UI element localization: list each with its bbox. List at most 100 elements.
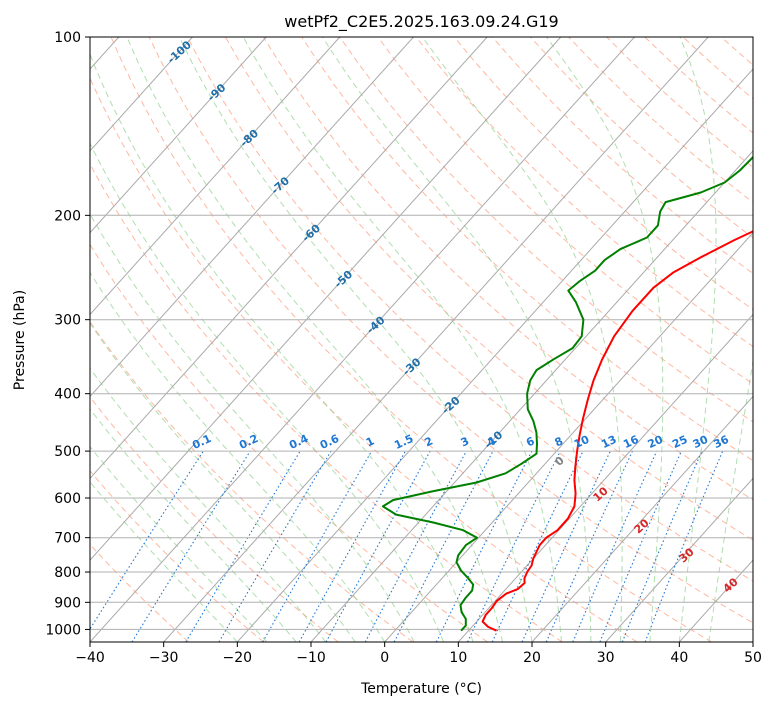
mixing-ratio-label: 0.2 <box>237 432 260 452</box>
mixing-ratio-label: 1.5 <box>392 432 415 452</box>
mixing-ratio-label: 10 <box>572 433 592 451</box>
mixing-ratio-label: 16 <box>621 433 641 451</box>
mixing-ratio-label: 20 <box>646 433 666 451</box>
mixing-ratio-line <box>491 450 584 642</box>
dry-adiabat <box>682 37 753 100</box>
mixing-ratio-line <box>262 450 373 642</box>
isotherm-line <box>90 37 562 561</box>
y-tick-label: 800 <box>54 565 81 581</box>
moist-adiabat <box>126 37 503 642</box>
moist-adiabat <box>546 37 664 642</box>
mixing-ratio-line <box>435 450 533 642</box>
mixing-ratio-line <box>644 450 724 642</box>
mixing-ratio-line <box>364 450 467 642</box>
mixing-ratio-line <box>599 450 682 642</box>
moist-adiabat <box>90 271 386 642</box>
dry-adiabat <box>720 37 753 66</box>
mixing-ratio-label: 30 <box>691 433 711 451</box>
dry-adiabat <box>568 37 753 203</box>
y-tick-label: 900 <box>54 595 81 611</box>
mixing-ratio-label: 2 <box>423 434 435 449</box>
mixing-ratio-line <box>298 450 406 642</box>
moist-adiabat <box>90 367 327 642</box>
y-tick-label: 600 <box>54 491 81 507</box>
dry-adiabat <box>148 37 753 624</box>
background-lines <box>90 37 753 642</box>
dry-adiabat <box>530 37 753 239</box>
dry-adiabat <box>644 37 753 134</box>
isotherm-line <box>90 37 341 316</box>
isotherm-line <box>678 559 753 642</box>
moist-adiabat <box>242 37 562 642</box>
isotherm-line <box>457 313 753 642</box>
x-tick-label: −40 <box>75 650 105 666</box>
x-tick-label: 10 <box>449 650 467 666</box>
moist-adiabat <box>178 37 533 642</box>
mixing-ratio-label: 25 <box>670 433 689 451</box>
isotherm-line <box>90 37 635 642</box>
plot-frame <box>89 36 754 643</box>
x-tick-label: 30 <box>597 650 615 666</box>
mixing-ratio-line <box>545 450 633 642</box>
mixing-ratio-line <box>467 450 561 642</box>
x-tick-label: 20 <box>523 650 541 666</box>
mixing-ratio-label: 6 <box>524 434 537 449</box>
mixing-ratio-label: 1 <box>364 434 376 449</box>
y-tick-label: 1000 <box>45 622 81 638</box>
x-tick-label: −10 <box>296 650 326 666</box>
mixing-ratio-line <box>325 450 431 642</box>
isotherm-line <box>90 37 267 234</box>
dry-adiabat <box>377 37 753 385</box>
x-tick-label: 0 <box>380 650 389 666</box>
dry-adiabat <box>453 37 753 311</box>
series-layer <box>381 155 753 632</box>
mixing-ratio-line <box>90 450 204 630</box>
moist-adiabat-label: 0 <box>552 454 567 469</box>
moist-adiabat <box>708 358 753 642</box>
mixing-ratio-line <box>621 450 703 642</box>
moist-adiabat <box>90 322 356 642</box>
y-tick-label: 200 <box>54 208 81 224</box>
dry-adiabat <box>263 37 753 501</box>
isotherm-line <box>236 68 753 642</box>
x-tick-label: 50 <box>744 650 762 666</box>
dry-adiabat <box>90 396 339 642</box>
mixing-ratio-label: 0.1 <box>190 432 213 452</box>
moist-adiabat <box>421 37 623 642</box>
dry-adiabat <box>90 320 414 642</box>
mixing-ratio-line <box>185 450 301 642</box>
isotherm-line <box>605 477 753 642</box>
mixing-ratio-label: 3 <box>459 434 471 449</box>
isotherm-line <box>752 641 753 642</box>
y-tick-label: 700 <box>54 531 81 547</box>
moist-adiabat-label: 30 <box>677 545 697 565</box>
moist-adiabat-label: 20 <box>632 516 652 536</box>
isotherm-line <box>90 37 488 480</box>
temperature-line <box>481 230 753 632</box>
x-tick-label: −20 <box>223 650 253 666</box>
dry-adiabat <box>110 37 712 642</box>
dry-adiabat <box>90 162 563 642</box>
dry-adiabat <box>415 37 753 348</box>
dewpoint-line <box>381 155 753 632</box>
moist-adiabat <box>90 445 268 642</box>
moist-adiabat-label: 10 <box>591 484 611 504</box>
mixing-ratio-label: 8 <box>553 434 565 449</box>
dry-adiabat <box>90 470 264 642</box>
isotherm-line <box>384 232 753 642</box>
moist-adiabat <box>90 52 474 642</box>
y-tick-label: 400 <box>54 387 81 403</box>
mixing-ratio-label: 36 <box>712 433 732 451</box>
axis-ticks: −40 −30 −20 −10 0 10 20 30 40 5010020030040050060… <box>45 30 762 666</box>
y-tick-label: 100 <box>54 30 81 46</box>
moist-adiabat <box>90 142 445 642</box>
isotherm-line <box>531 395 753 642</box>
dry-adiabat <box>90 543 190 642</box>
y-tick-label: 500 <box>54 444 81 460</box>
moist-adiabat <box>678 37 717 642</box>
moist-adiabat <box>90 481 238 642</box>
y-axis-label: Pressure (hPa) <box>12 290 28 390</box>
isotherm-line <box>310 150 753 642</box>
mixing-ratio-line <box>131 450 251 642</box>
